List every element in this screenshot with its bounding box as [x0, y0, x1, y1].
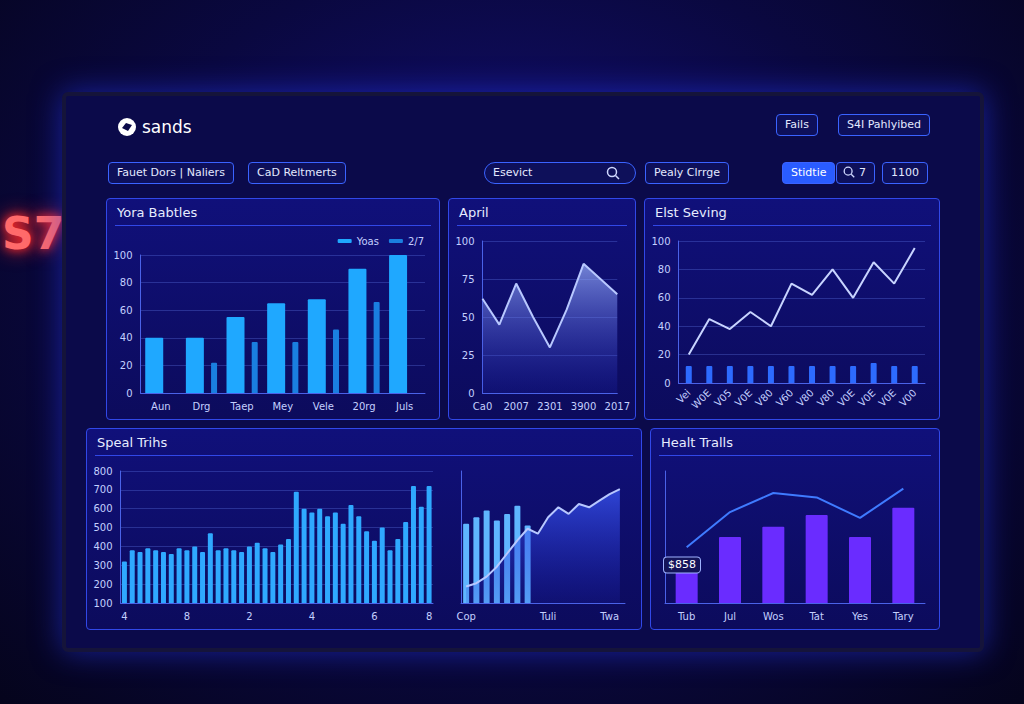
- svg-text:500: 500: [93, 522, 112, 533]
- svg-text:V0E: V0E: [877, 387, 899, 409]
- svg-text:Tub: Tub: [677, 611, 695, 622]
- svg-text:60: 60: [658, 292, 671, 303]
- svg-text:80: 80: [120, 277, 133, 288]
- svg-text:2/7: 2/7: [408, 236, 424, 247]
- svg-text:4: 4: [121, 611, 127, 622]
- svg-text:800: 800: [93, 466, 112, 477]
- svg-text:600: 600: [93, 503, 112, 514]
- svg-text:Tuli: Tuli: [539, 611, 556, 622]
- html-text:Fauet Dors | Naliers: Fauet Dors | Naliers: [117, 166, 225, 179]
- html-text:S7: S7: [2, 208, 65, 259]
- html-text:Healt Tralls: Healt Tralls: [661, 435, 733, 450]
- svg-text:2017: 2017: [605, 401, 630, 412]
- html-text:Stidtie: Stidtie: [791, 166, 827, 179]
- svg-text:Aun: Aun: [151, 401, 171, 412]
- svg-text:Juls: Juls: [395, 401, 413, 412]
- svg-text:Vele: Vele: [313, 401, 334, 412]
- svg-text:6: 6: [371, 611, 377, 622]
- svg-text:80: 80: [658, 264, 671, 275]
- svg-text:0: 0: [468, 388, 474, 399]
- svg-text:100: 100: [93, 598, 112, 609]
- svg-text:700: 700: [93, 484, 112, 495]
- svg-text:2007: 2007: [503, 401, 528, 412]
- svg-text:V80: V80: [794, 387, 816, 409]
- svg-text:300: 300: [93, 560, 112, 571]
- svg-text:Tat: Tat: [808, 611, 824, 622]
- svg-text:40: 40: [120, 332, 133, 343]
- svg-text:75: 75: [462, 274, 475, 285]
- svg-text:100: 100: [113, 250, 132, 261]
- html-text:7: 7: [859, 166, 866, 179]
- svg-text:Wos: Wos: [763, 611, 784, 622]
- svg-text:Ca0: Ca0: [473, 401, 492, 412]
- html-text:CaD Reltmerts: CaD Reltmerts: [257, 166, 337, 179]
- svg-text:20: 20: [120, 360, 133, 371]
- svg-text:V0E: V0E: [733, 387, 755, 409]
- html-text:1100: 1100: [891, 166, 919, 179]
- svg-text:Tary: Tary: [892, 611, 914, 622]
- html-text:Esevict: Esevict: [493, 166, 533, 179]
- svg-text:2: 2: [246, 611, 252, 622]
- svg-text:0: 0: [126, 388, 132, 399]
- svg-text:0: 0: [664, 378, 670, 389]
- svg-text:20rg: 20rg: [353, 401, 376, 412]
- svg-text:Yes: Yes: [851, 611, 868, 622]
- svg-text:V0E: V0E: [835, 387, 857, 409]
- svg-text:50: 50: [462, 312, 475, 323]
- svg-text:Cop: Cop: [456, 611, 475, 622]
- html-text:Fails: Fails: [785, 118, 809, 131]
- svg-text:Twa: Twa: [599, 611, 619, 622]
- svg-text:V00: V00: [897, 387, 919, 409]
- svg-text:2301: 2301: [537, 401, 562, 412]
- svg-text:200: 200: [93, 579, 112, 590]
- svg-text:W0E: W0E: [689, 387, 713, 411]
- svg-text:V80: V80: [815, 387, 837, 409]
- html-text:Pealy Clrrge: Pealy Clrrge: [654, 166, 720, 179]
- svg-text:Yoas: Yoas: [356, 236, 379, 247]
- svg-text:40: 40: [658, 321, 671, 332]
- svg-text:Taep: Taep: [230, 401, 254, 412]
- svg-text:20: 20: [658, 349, 671, 360]
- svg-text:8: 8: [184, 611, 190, 622]
- html-text:S4I Pahlyibed: S4I Pahlyibed: [847, 118, 921, 131]
- svg-text:V0E: V0E: [856, 387, 878, 409]
- svg-text:Mey: Mey: [272, 401, 293, 412]
- svg-text:Vei: Vei: [674, 387, 693, 406]
- svg-text:V05: V05: [712, 387, 734, 409]
- html-text:April: April: [459, 205, 489, 220]
- svg-text:100: 100: [455, 236, 474, 247]
- svg-text:V80: V80: [753, 387, 775, 409]
- svg-text:60: 60: [120, 305, 133, 316]
- html-text:Elst Seving: Elst Seving: [655, 205, 727, 220]
- svg-text:100: 100: [651, 236, 670, 247]
- svg-text:Drg: Drg: [192, 401, 210, 412]
- html-text:Yora Babtles: Yora Babtles: [117, 205, 198, 220]
- html-text:Speal Trihs: Speal Trihs: [97, 435, 168, 450]
- svg-text:400: 400: [93, 541, 112, 552]
- svg-text:$858: $858: [668, 558, 696, 571]
- svg-text:4: 4: [309, 611, 315, 622]
- html-text:sands: sands: [142, 117, 192, 137]
- svg-text:Jul: Jul: [723, 611, 736, 622]
- svg-text:V60: V60: [774, 387, 796, 409]
- svg-text:25: 25: [462, 350, 475, 361]
- svg-text:8: 8: [426, 611, 432, 622]
- svg-text:3900: 3900: [571, 401, 596, 412]
